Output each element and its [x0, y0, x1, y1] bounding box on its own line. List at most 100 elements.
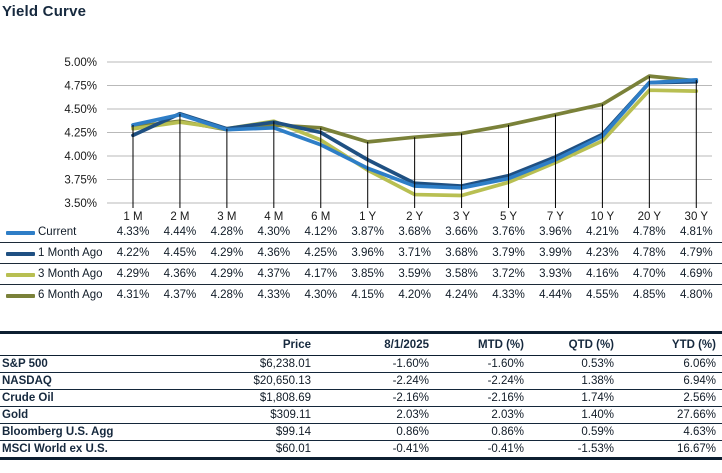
legend-value: 4.25%: [304, 247, 338, 259]
index-value: -1.53%: [530, 440, 620, 460]
index-value: 6.94%: [620, 372, 722, 390]
table-row: S&P 500 $6,238.01 -1.60% -1.60% 0.53% 6.06%: [0, 355, 722, 373]
index-value: 2.56%: [620, 389, 722, 407]
page-title: Yield Curve: [2, 3, 87, 20]
legend-value: 4.78%: [633, 226, 666, 238]
legend-value: 4.28%: [210, 226, 244, 238]
yield-curve-chart: 5.00% 4.75% 4.50% 4.25% 4.00% 3.75% 3.50% 1 M 2 …: [64, 57, 712, 223]
legend-value: 4.81%: [679, 226, 713, 238]
legend-value: 4.55%: [586, 289, 619, 301]
legend-value: 3.58%: [445, 268, 478, 280]
index-value: $309.11: [222, 406, 317, 424]
index-value: -1.60%: [435, 355, 530, 373]
index-name: Bloomberg U.S. Agg: [0, 423, 222, 441]
index-value: -0.41%: [435, 440, 530, 460]
legend-value: 3.71%: [398, 247, 431, 259]
column-header: [0, 331, 222, 356]
legend-line-swatch: [6, 273, 35, 277]
index-name: Gold: [0, 406, 222, 424]
y-axis-tick-label: 4.75%: [64, 81, 97, 93]
legend-value: 4.30%: [304, 289, 338, 301]
legend-series-label: 3 Month Ago: [38, 268, 103, 280]
index-value: 2.03%: [317, 406, 435, 424]
legend-value: 4.78%: [633, 247, 666, 259]
index-value: -0.41%: [317, 440, 435, 460]
legend-value: 4.12%: [304, 226, 338, 238]
legend-value: 4.79%: [679, 247, 713, 259]
legend-value: 4.70%: [633, 268, 666, 280]
market-table: Price 8/1/2025 MTD (%) QTD (%) YTD (%) S&P 5…: [0, 331, 722, 460]
table-row: Gold $309.11 2.03% 2.03% 1.40% 27.66%: [0, 406, 722, 424]
y-axis-tick-label: 4.50%: [64, 104, 97, 116]
legend-value: 4.33%: [116, 226, 150, 238]
legend-value: 3.87%: [351, 226, 384, 238]
legend-line-swatch: [6, 252, 35, 256]
y-axis-tick-label: 3.75%: [64, 175, 97, 187]
index-value: $6,238.01: [222, 355, 317, 373]
legend-value: 4.16%: [586, 268, 619, 280]
x-axis-tick-label: 4 M: [264, 211, 283, 223]
legend-value: 4.20%: [398, 289, 431, 301]
index-value: -2.24%: [435, 372, 530, 390]
legend-value: 3.76%: [492, 226, 525, 238]
legend-series-label: 6 Month Ago: [38, 289, 103, 301]
legend-value: 4.85%: [633, 289, 666, 301]
index-value: 0.53%: [530, 355, 620, 373]
legend-value: 4.44%: [539, 289, 572, 301]
legend-line-swatch: [6, 231, 35, 235]
index-value: $1,808.69: [222, 389, 317, 407]
index-value: 0.59%: [530, 423, 620, 441]
legend-value: 3.93%: [539, 268, 572, 280]
legend-value: 4.37%: [163, 289, 197, 301]
index-value: -2.16%: [435, 389, 530, 407]
x-axis-tick-label: 7 Y: [547, 211, 564, 223]
legend-row-3-month-ago: 3 Month Ago 4.29% 4.36% 4.29% 4.37% 4.17% 3.85…: [0, 264, 722, 285]
table-row: NASDAQ $20,650.13 -2.24% -2.24% 1.38% 6.94%: [0, 372, 722, 390]
x-axis-tick-label: 10 Y: [591, 211, 615, 223]
x-axis-tick-label: 2 M: [170, 211, 189, 223]
column-header: Price: [222, 331, 317, 356]
x-axis-tick-label: 2 Y: [406, 211, 423, 223]
column-header: 8/1/2025: [317, 331, 435, 356]
index-value: 16.67%: [620, 440, 722, 460]
index-value: -2.24%: [317, 372, 435, 390]
x-axis-tick-label: 1 M: [123, 211, 142, 223]
legend-value: 4.33%: [492, 289, 525, 301]
index-name: Crude Oil: [0, 389, 222, 407]
legend-value: 4.21%: [586, 226, 619, 238]
index-value: 4.63%: [620, 423, 722, 441]
index-value: 1.74%: [530, 389, 620, 407]
x-axis-tick-label: 3 M: [217, 211, 236, 223]
index-value: $20,650.13: [222, 372, 317, 390]
legend-value: 3.99%: [539, 247, 572, 259]
legend-value: 4.29%: [210, 268, 244, 280]
x-axis-tick-label: 6 M: [311, 211, 330, 223]
legend-value: 4.29%: [210, 247, 244, 259]
legend-value: 4.17%: [304, 268, 338, 280]
x-axis-tick-label: 1 Y: [359, 211, 376, 223]
index-value: 1.40%: [530, 406, 620, 424]
y-axis-tick-label: 4.25%: [64, 128, 97, 140]
table-row: MSCI World ex U.S. $60.01 -0.41% -0.41% -1.5…: [0, 440, 722, 460]
legend-value: 4.28%: [210, 289, 244, 301]
x-axis-tick-label: 20 Y: [638, 211, 662, 223]
column-header: YTD (%): [620, 331, 722, 356]
column-header: QTD (%): [530, 331, 620, 356]
index-value: 2.03%: [435, 406, 530, 424]
legend-value: 3.68%: [445, 247, 478, 259]
legend-value: 4.24%: [445, 289, 478, 301]
y-axis-tick-label: 5.00%: [64, 57, 97, 69]
x-axis-tick-label: 3 Y: [453, 211, 470, 223]
legend-value: 4.37%: [257, 268, 291, 280]
legend-value: 3.85%: [351, 268, 384, 280]
legend-value: 4.30%: [257, 226, 291, 238]
legend-value: 4.44%: [163, 226, 197, 238]
legend-value: 4.31%: [116, 289, 150, 301]
legend-value: 4.36%: [257, 247, 291, 259]
legend-row-6-month-ago: 6 Month Ago 4.31% 4.37% 4.28% 4.33% 4.30% 4.15…: [0, 285, 722, 306]
chart-legend-table: Current 4.33% 4.44% 4.28% 4.30% 4.12% 3.87% 3.6…: [0, 222, 722, 306]
index-value: -1.60%: [317, 355, 435, 373]
index-name: MSCI World ex U.S.: [0, 440, 222, 460]
index-value: -2.16%: [317, 389, 435, 407]
y-axis-tick-label: 4.00%: [64, 151, 97, 163]
